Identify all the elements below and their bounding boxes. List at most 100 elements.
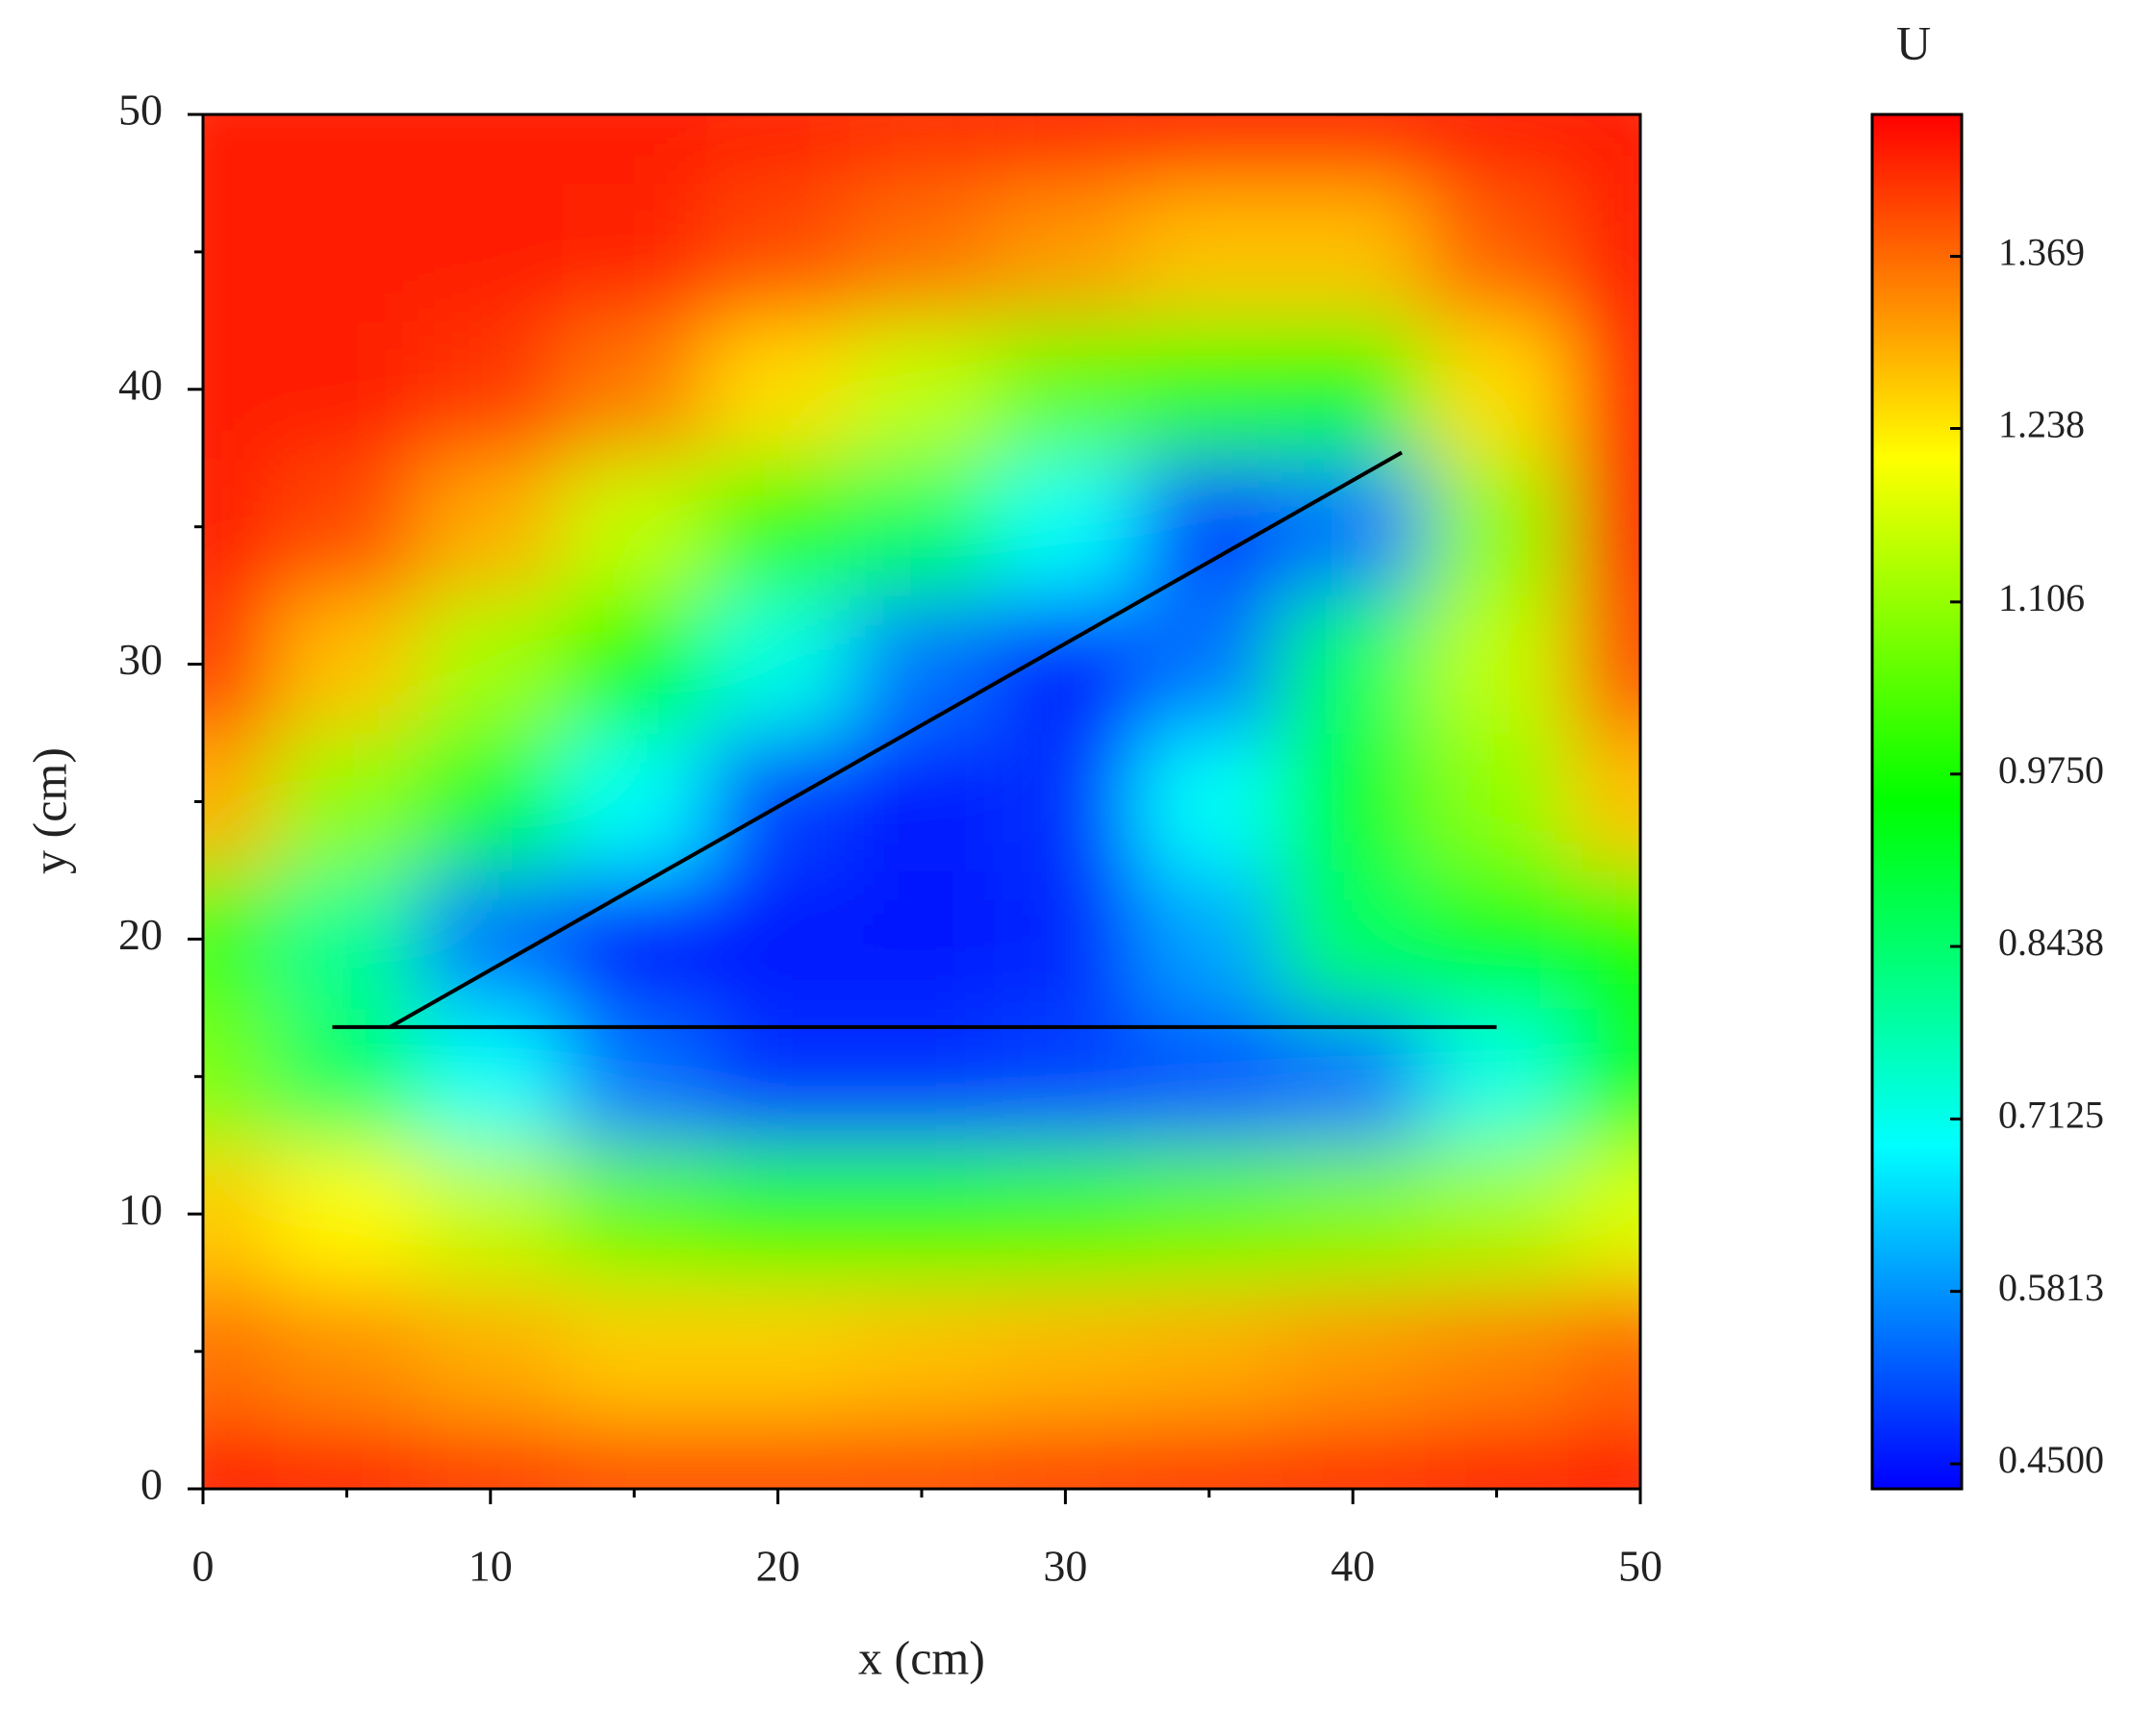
field-cell — [562, 1007, 707, 1146]
field-cell — [1568, 869, 1640, 1009]
overlay: 0 10 20 30 40 50 0 10 20 30 40 50 0.4500 0.5813 0.7125… — [118, 86, 2104, 1591]
field-cell — [705, 1420, 851, 1489]
field-cell — [1424, 183, 1570, 322]
field-cell — [1424, 869, 1570, 1009]
field-cell — [705, 1282, 851, 1422]
field-cell — [850, 869, 995, 1009]
field-cell — [203, 1282, 276, 1422]
y-tick-label: 0 — [140, 1460, 163, 1509]
field-cell — [850, 1145, 995, 1284]
field-cell — [562, 183, 707, 322]
field-cell — [1424, 1145, 1570, 1284]
y-tick-label: 30 — [118, 635, 163, 684]
field-cell — [562, 1145, 707, 1284]
colorbar-tick-label: 0.8438 — [1998, 920, 2104, 964]
colorbar-tick-label: 0.5813 — [1998, 1266, 2104, 1309]
y-tick-label: 40 — [118, 360, 163, 409]
x-tick-label: 40 — [1331, 1542, 1375, 1591]
field-cell — [419, 869, 564, 1009]
field-cell — [993, 1282, 1139, 1422]
field-cell — [993, 595, 1139, 735]
field-cell — [1281, 320, 1426, 460]
field-cell — [1137, 458, 1282, 597]
colorbar-tick-label: 1.106 — [1998, 576, 2085, 619]
field-cell — [1281, 1145, 1426, 1284]
field-cell — [274, 1145, 420, 1284]
field-cell — [850, 458, 995, 597]
field-cell — [562, 595, 707, 735]
field-cell — [1568, 1420, 1640, 1489]
field-cell — [1281, 1420, 1426, 1489]
field-cell — [993, 183, 1139, 322]
field-cell — [705, 183, 851, 322]
field-cell — [203, 869, 276, 1009]
field-cell — [203, 733, 276, 871]
field-cell — [1568, 183, 1640, 322]
field-cell — [1568, 1007, 1640, 1146]
field-cell — [1137, 733, 1282, 871]
field-cell — [1424, 1420, 1570, 1489]
x-tick-label: 0 — [192, 1542, 215, 1591]
field-cell — [705, 320, 851, 460]
x-axis-label: x (cm) — [858, 1630, 985, 1684]
field-cell — [1568, 1282, 1640, 1422]
field-cell — [1568, 595, 1640, 735]
field-cell — [1137, 1420, 1282, 1489]
field-cell — [705, 733, 851, 871]
field-cell — [562, 733, 707, 871]
field-cell — [850, 1007, 995, 1146]
field-cell — [993, 458, 1139, 597]
field-cell — [419, 733, 564, 871]
field-cell — [1568, 114, 1640, 185]
field-cell — [562, 458, 707, 597]
field-cell — [850, 183, 995, 322]
field-cell — [1137, 869, 1282, 1009]
field-cell — [850, 114, 995, 185]
colorbar-tick-label: 0.4500 — [1998, 1438, 2104, 1481]
colorbar-tick-label: 1.369 — [1998, 231, 2085, 274]
field-cell — [705, 1145, 851, 1284]
field-cell — [274, 114, 420, 185]
field-cell — [274, 733, 420, 871]
field-cell — [1281, 869, 1426, 1009]
colorbar-tick-label: 1.238 — [1998, 403, 2085, 446]
field-cell — [1137, 114, 1282, 185]
field-layer — [203, 114, 1640, 1489]
y-tick-label: 50 — [118, 86, 163, 135]
field-cell — [419, 320, 564, 460]
field-cell — [1424, 458, 1570, 597]
y-tick-label: 20 — [118, 910, 163, 959]
field-cell — [1568, 1145, 1640, 1284]
field-cell — [1281, 1007, 1426, 1146]
y-axis-label: y (cm) — [22, 747, 76, 874]
colorbar-tick-label: 0.9750 — [1998, 748, 2104, 792]
field-cell — [993, 869, 1139, 1009]
x-tick-label: 10 — [469, 1542, 513, 1591]
field-cell — [274, 869, 420, 1009]
colorbar-tick-label: 0.7125 — [1998, 1094, 2104, 1137]
field-cell — [1137, 1145, 1282, 1284]
field-cell — [203, 1007, 276, 1146]
field-cell — [1568, 320, 1640, 460]
x-tick-label: 30 — [1043, 1542, 1087, 1591]
field-cell — [1424, 1007, 1570, 1146]
field-cell — [203, 114, 276, 185]
field-cell — [993, 1007, 1139, 1146]
field-cell — [1424, 1282, 1570, 1422]
field-cell — [274, 595, 420, 735]
field-cell — [1137, 595, 1282, 735]
field-cell — [419, 1282, 564, 1422]
y-tick-label: 10 — [118, 1185, 163, 1234]
field-cell — [419, 458, 564, 597]
field-cell — [850, 733, 995, 871]
field-cell — [850, 1282, 995, 1422]
field-cell — [993, 1145, 1139, 1284]
x-tick-label: 20 — [756, 1542, 800, 1591]
field-cell — [1137, 320, 1282, 460]
field-cell — [705, 595, 851, 735]
field-cell — [1568, 733, 1640, 871]
field-cell — [1281, 183, 1426, 322]
field-cell — [993, 114, 1139, 185]
field-cell — [1424, 595, 1570, 735]
field-cell — [705, 114, 851, 185]
